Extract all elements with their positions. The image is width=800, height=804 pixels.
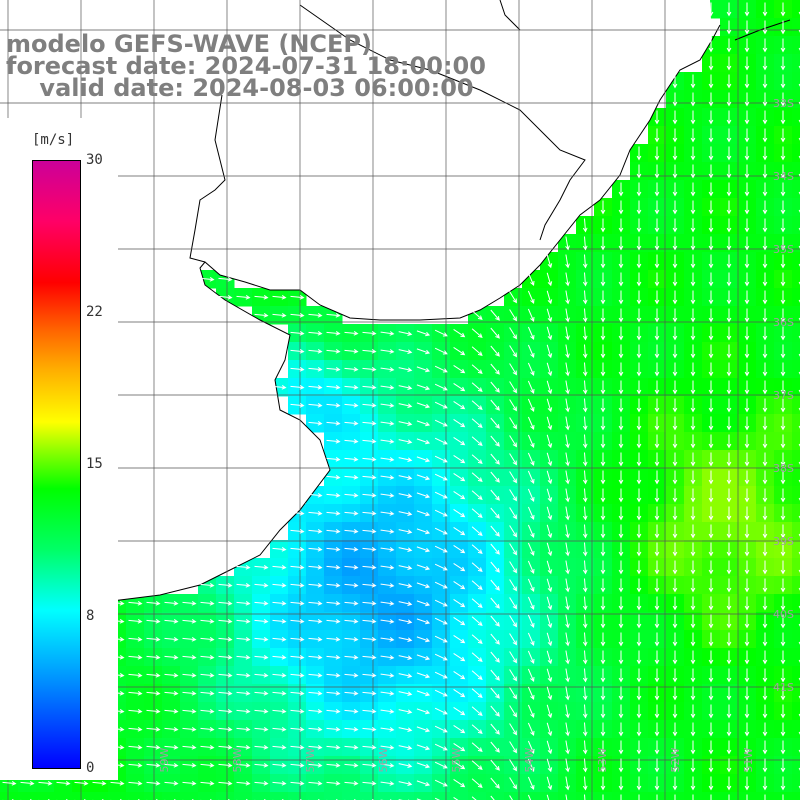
wind-cell	[108, 792, 127, 800]
lon-label: 51W	[742, 747, 755, 772]
wind-cell	[792, 702, 800, 721]
wind-cell	[792, 36, 800, 55]
wind-cell	[792, 54, 800, 73]
wind-cell	[414, 792, 433, 800]
wind-cell	[486, 792, 505, 800]
wind-cell	[792, 720, 800, 739]
wind-cell	[792, 108, 800, 127]
lon-label: 56W	[377, 747, 390, 772]
wind-cell	[792, 342, 800, 361]
map-title-valid-date: valid date: 2024-08-03 06:00:00	[6, 76, 474, 100]
wind-cell	[234, 792, 253, 800]
lat-label: 37S	[773, 389, 794, 402]
wind-cell	[0, 792, 19, 800]
wind-cell	[792, 270, 800, 289]
wind-cell	[126, 792, 145, 800]
wind-cell	[792, 504, 800, 523]
wind-cell	[792, 738, 800, 757]
wind-cell	[450, 792, 469, 800]
wind-cell	[252, 792, 271, 800]
wind-cell	[360, 792, 379, 800]
wind-cell	[792, 630, 800, 649]
wind-cell	[270, 792, 289, 800]
colorbar-tick-0: 0	[86, 761, 94, 775]
wind-cell	[792, 432, 800, 451]
wind-cell	[324, 792, 343, 800]
wind-cell	[792, 0, 800, 19]
lon-label: 58W	[231, 747, 244, 772]
lat-label: 39S	[773, 535, 794, 548]
colorbar-tick-8: 8	[86, 609, 94, 623]
colorbar-tick-15: 15	[86, 457, 103, 471]
colorbar-unit-label: [m/s]	[32, 132, 74, 148]
wind-cell	[792, 648, 800, 667]
wind-cell	[792, 72, 800, 91]
wind-cell	[522, 792, 541, 800]
wind-cell	[288, 792, 307, 800]
wind-cell	[54, 792, 73, 800]
wind-cell	[216, 792, 235, 800]
wind-cell	[558, 792, 577, 800]
wind-cell	[396, 792, 415, 800]
wind-cell	[306, 792, 325, 800]
wind-cell	[198, 792, 217, 800]
wind-cell	[792, 486, 800, 505]
wind-cell	[90, 792, 109, 800]
wind-cell	[144, 792, 163, 800]
wind-cell	[792, 18, 800, 37]
lon-label: 53W	[596, 747, 609, 772]
wind-cell	[378, 792, 397, 800]
wind-cell	[792, 198, 800, 217]
wind-cell	[792, 756, 800, 775]
lon-label: 57W	[304, 747, 317, 772]
wind-cell	[792, 414, 800, 433]
lat-label: 38S	[773, 462, 794, 475]
wind-cell	[468, 792, 487, 800]
lon-label: 59W	[158, 747, 171, 772]
wind-cell	[792, 792, 800, 800]
wind-cell	[18, 792, 37, 800]
lat-label: 36S	[773, 316, 794, 329]
wind-cell	[792, 288, 800, 307]
wind-cell	[792, 558, 800, 577]
lat-label: 33S	[773, 97, 794, 110]
wind-cell	[792, 126, 800, 145]
wind-cell	[180, 792, 199, 800]
wind-cell	[792, 360, 800, 379]
wind-cell	[792, 576, 800, 595]
colorbar-tick-30: 30	[86, 153, 103, 167]
wind-cell	[162, 792, 181, 800]
lon-label: 55W	[450, 747, 463, 772]
lon-label: 52W	[669, 747, 682, 772]
lat-label: 41S	[773, 681, 794, 694]
wind-cell	[792, 216, 800, 235]
colorbar-gradient	[32, 160, 81, 769]
wind-cell	[432, 792, 451, 800]
lat-label: 35S	[773, 243, 794, 256]
lat-label: 34S	[773, 170, 794, 183]
wind-cell	[36, 792, 55, 800]
colorbar-tick-22: 22	[86, 305, 103, 319]
wind-cell	[504, 792, 523, 800]
wind-cell	[540, 792, 559, 800]
wind-cell	[792, 774, 800, 793]
wind-cell	[792, 144, 800, 163]
lon-label: 54W	[523, 747, 536, 772]
lat-label: 40S	[773, 608, 794, 621]
wind-cell	[342, 792, 361, 800]
